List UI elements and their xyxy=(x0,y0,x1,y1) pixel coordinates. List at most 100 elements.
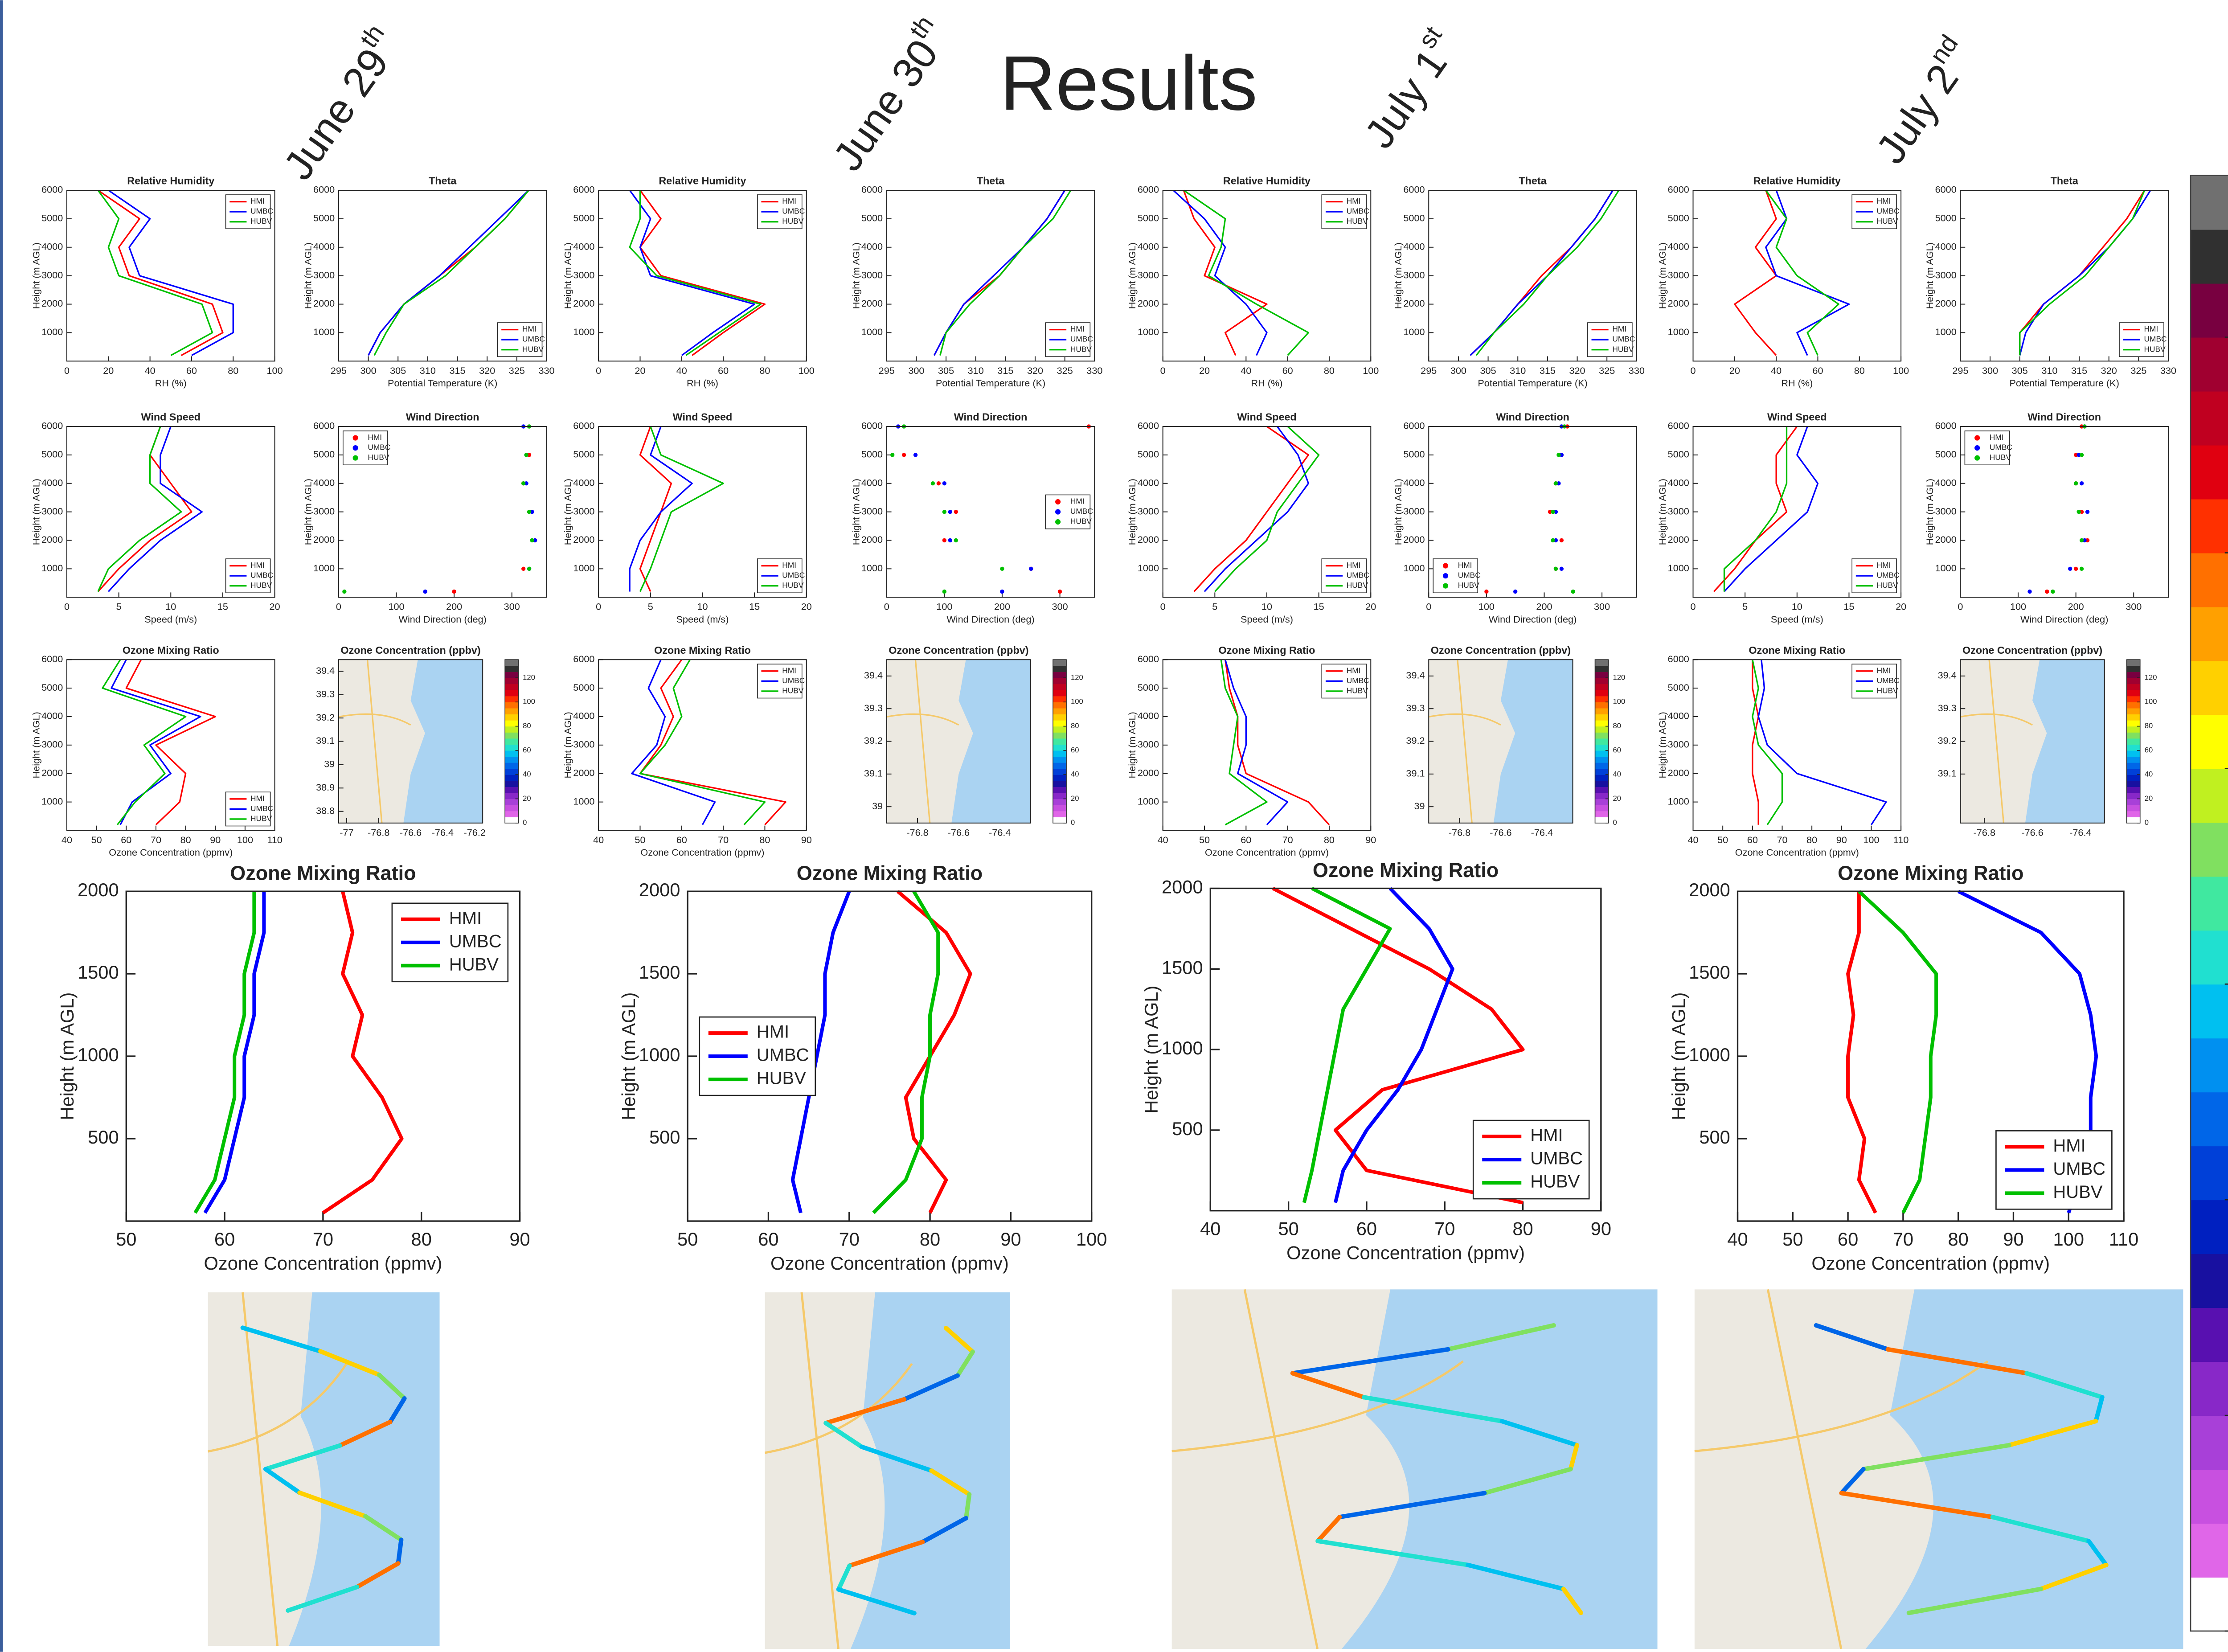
chart-title: Wind Speed xyxy=(1767,411,1827,423)
y-tick-label: 500 xyxy=(1172,1118,1203,1139)
y-axis-label: Height (m AGL) xyxy=(57,992,78,1120)
colorbar-segment xyxy=(2127,738,2140,745)
colorbar-segment xyxy=(505,726,518,733)
colorbar-segment xyxy=(2191,337,2228,392)
scatter-point xyxy=(948,510,952,514)
x-tick-label: 15 xyxy=(749,601,760,612)
y-tick-label: 5000 xyxy=(861,213,883,224)
colorbar-tick-label: 40 xyxy=(1071,770,1079,779)
colorbar-segment xyxy=(1053,672,1066,678)
legend-label: HMI xyxy=(782,561,796,570)
y-axis-label: Height (m AGL) xyxy=(562,712,573,778)
y-tick-label: 3000 xyxy=(1935,505,1957,517)
y-tick-label: 2000 xyxy=(861,534,883,545)
chart-title: Wind Direction xyxy=(2027,411,2101,423)
legend-label: HMI xyxy=(1458,561,1472,570)
x-axis-label: Ozone Concentration (ppmv) xyxy=(204,1253,442,1274)
x-tick-label: 325 xyxy=(509,365,525,376)
x-tick-label: 40 xyxy=(61,834,72,845)
colorbar-segment xyxy=(1053,726,1066,733)
y-tick-label: 4000 xyxy=(1403,241,1425,252)
x-tick-label: 320 xyxy=(1027,365,1043,376)
colorbar-segment xyxy=(1595,787,1609,793)
x-tick-label: -76.6 xyxy=(948,827,970,838)
chart-title: Ozone Concentration (ppbv) xyxy=(1431,644,1571,656)
y-tick-label: 4000 xyxy=(1138,241,1159,252)
x-axis-label: Ozone Concentration (ppmv) xyxy=(770,1253,1009,1274)
y-tick-label: 1000 xyxy=(1138,326,1159,337)
x-tick-label: 80 xyxy=(180,834,191,845)
colorbar-segment xyxy=(1595,720,1609,726)
legend-label: UMBC xyxy=(1458,571,1481,580)
scatter-point xyxy=(954,538,958,542)
chart-title: Wind Direction xyxy=(954,411,1028,423)
colorbar-segment xyxy=(2191,1146,2228,1200)
colorbar-segment xyxy=(1053,702,1066,708)
scatter-point xyxy=(2080,453,2084,457)
x-tick-label: 10 xyxy=(697,601,708,612)
colorbar-segment xyxy=(2127,702,2140,708)
y-axis-label: Height (m AGL) xyxy=(850,479,861,545)
y-tick-label: 1000 xyxy=(1668,562,1689,574)
chart-title: Ozone Mixing Ratio xyxy=(1749,644,1845,656)
x-tick-label: 60 xyxy=(758,1229,778,1250)
legend-label: UMBC xyxy=(1070,335,1093,344)
y-tick-label: 5000 xyxy=(573,449,594,460)
y-tick-label: 1000 xyxy=(573,795,594,807)
colorbar-segment xyxy=(2191,1577,2228,1632)
x-tick-label: 315 xyxy=(1540,365,1556,376)
x-tick-label: 60 xyxy=(121,834,131,845)
y-tick-label: 3000 xyxy=(861,269,883,280)
y-tick-label: 500 xyxy=(88,1127,119,1148)
colorbar-segment xyxy=(505,696,518,702)
colorbar-segment xyxy=(505,750,518,757)
colorbar-segment xyxy=(2191,1254,2228,1308)
legend-label: HMI xyxy=(1347,561,1361,570)
y-tick-label: 39.1 xyxy=(316,735,335,746)
legend-label: HMI xyxy=(1530,1126,1563,1145)
colorbar-segment xyxy=(1595,672,1609,678)
colorbar-segment xyxy=(2127,811,2140,817)
colorbar-segment xyxy=(2127,762,2140,769)
colorbar-segment xyxy=(2191,607,2228,661)
y-axis-label: Height (m AGL) xyxy=(1924,479,1935,545)
y-tick-label: 39.3 xyxy=(1406,702,1425,713)
colorbar-segment xyxy=(2127,817,2140,823)
y-tick-label: 39.1 xyxy=(864,768,883,779)
x-tick-label: 300 xyxy=(1594,601,1610,612)
y-axis-label: Height (m AGL) xyxy=(1126,479,1138,545)
x-tick-label: 320 xyxy=(2101,365,2117,376)
x-tick-label: 60 xyxy=(718,365,729,376)
y-tick-label: 5000 xyxy=(1668,682,1689,693)
x-tick-label: 100 xyxy=(237,834,253,845)
legend-label: UMBC xyxy=(250,571,273,580)
x-tick-label: 70 xyxy=(718,834,729,845)
y-tick-label: 5000 xyxy=(1138,449,1159,460)
x-tick-label: 0 xyxy=(64,365,70,376)
legend-label: HMI xyxy=(757,1022,789,1042)
x-axis-label: Wind Direction (deg) xyxy=(946,614,1034,625)
colorbar-segment xyxy=(505,775,518,781)
legend-marker xyxy=(1443,583,1448,589)
legend-label: UMBC xyxy=(2144,335,2167,344)
y-tick-label: 4000 xyxy=(861,241,883,252)
legend-label: UMBC xyxy=(1347,207,1369,216)
y-tick-label: 1000 xyxy=(41,326,63,337)
colorbar-segment xyxy=(2127,805,2140,811)
x-tick-label: 100 xyxy=(1363,365,1379,376)
x-axis-label: RH (%) xyxy=(1781,377,1813,389)
x-tick-label: -76.2 xyxy=(464,827,486,838)
colorbar-segment xyxy=(2127,787,2140,793)
y-tick-label: 2000 xyxy=(313,298,335,309)
chart-title: Wind Speed xyxy=(1237,411,1297,423)
x-tick-label: 90 xyxy=(801,834,812,845)
scatter-point xyxy=(1551,538,1555,542)
x-tick-label: 80 xyxy=(1324,365,1335,376)
y-tick-label: 4000 xyxy=(313,477,335,488)
colorbar-tick-label: 120 xyxy=(2145,673,2157,681)
y-tick-label: 1000 xyxy=(313,326,335,337)
legend-label: HMI xyxy=(449,908,482,928)
chart-title: Ozone Mixing Ratio xyxy=(1838,862,2023,885)
y-tick-label: 3000 xyxy=(313,269,335,280)
x-tick-label: 310 xyxy=(1510,365,1526,376)
